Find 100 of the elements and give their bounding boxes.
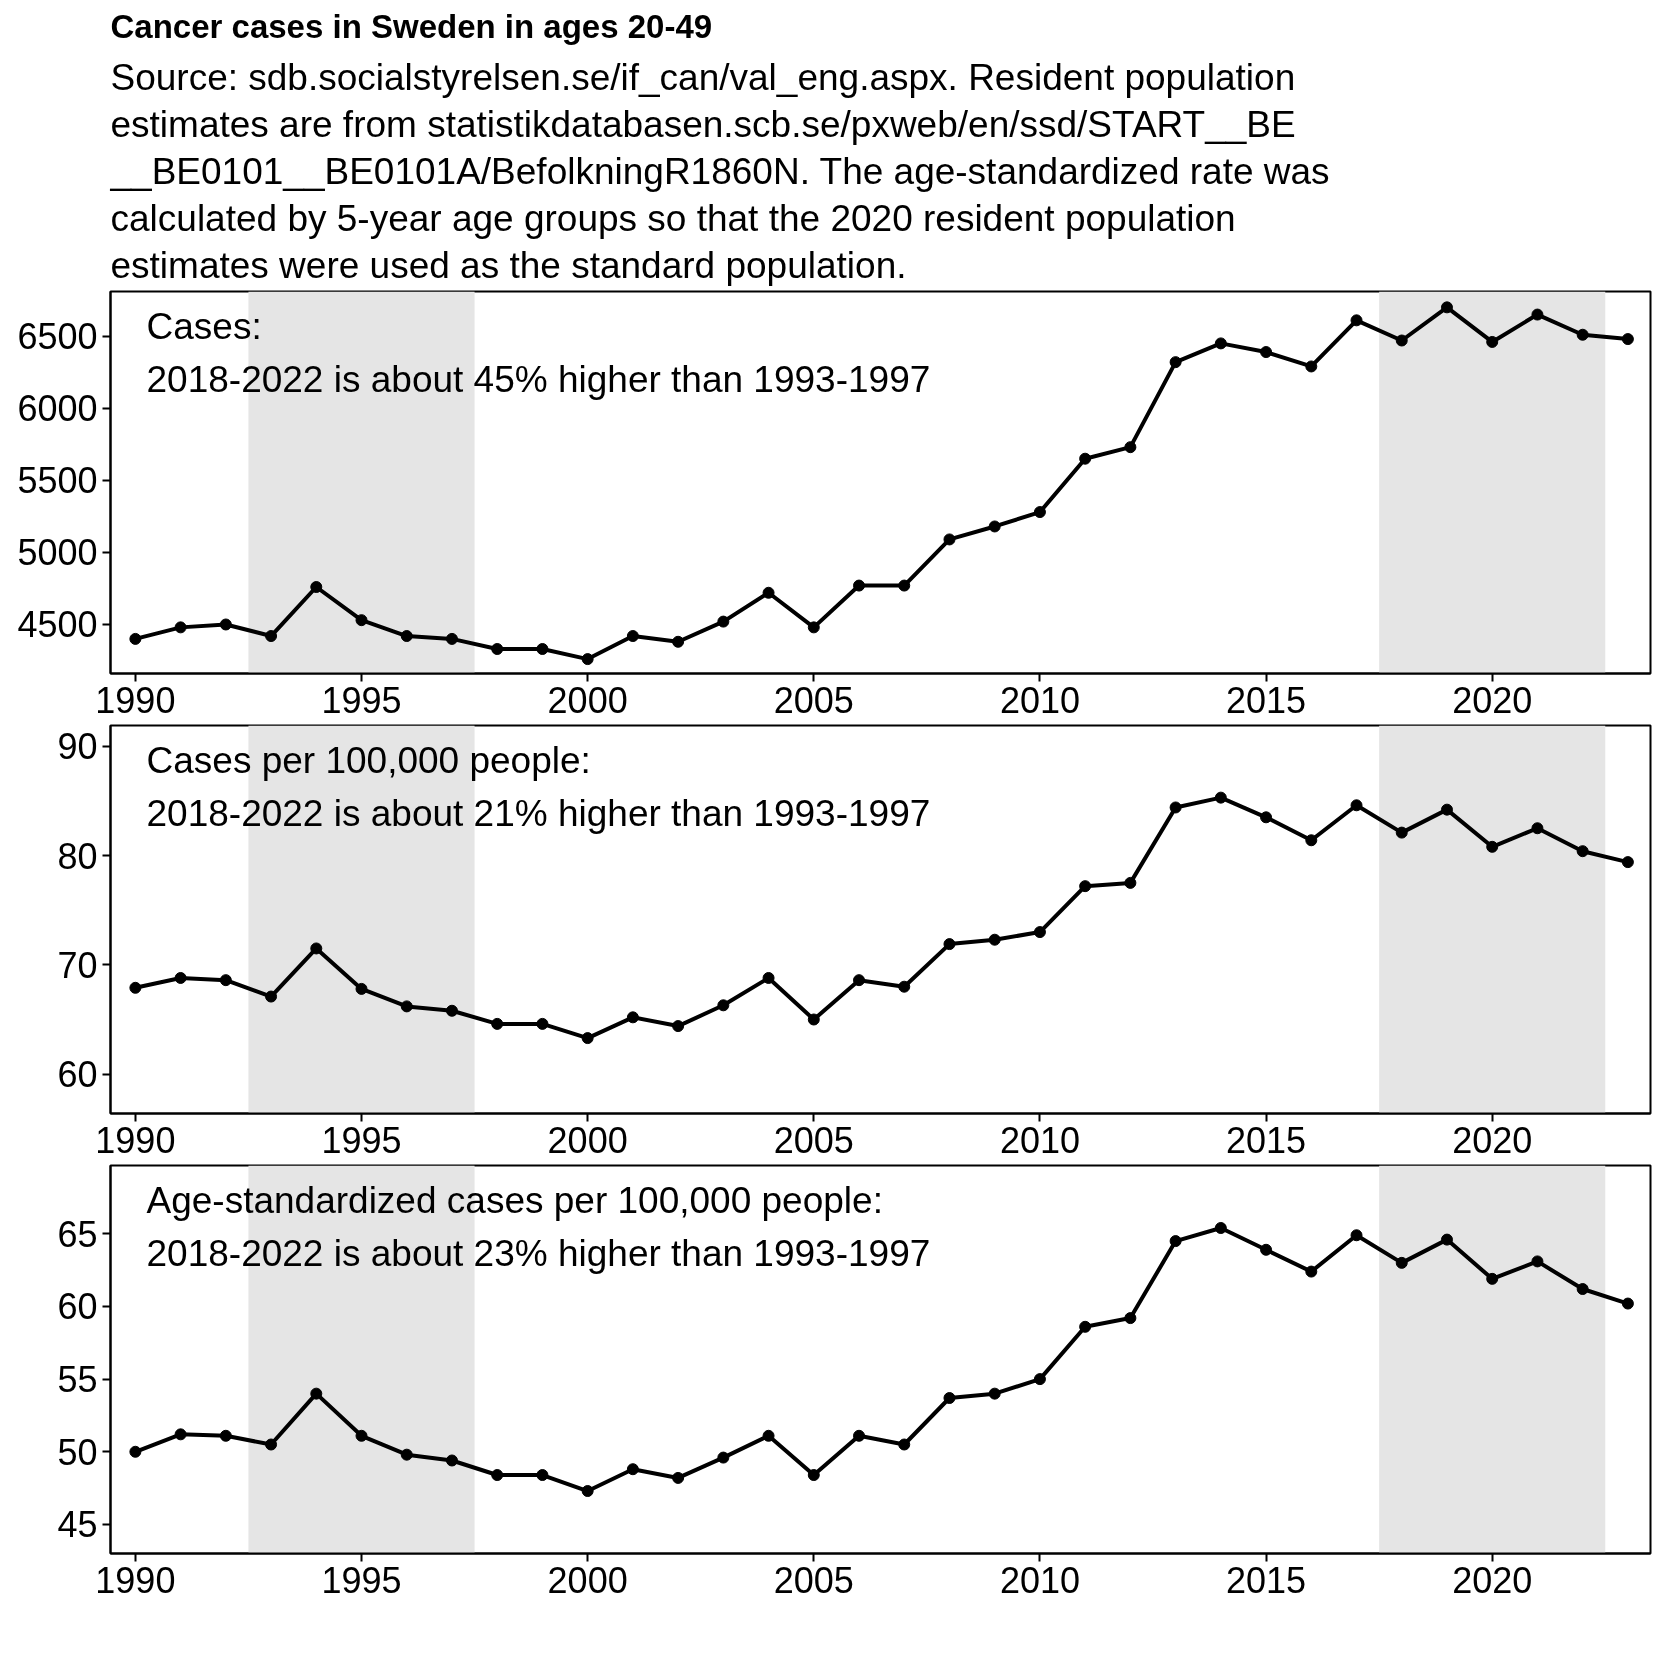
point <box>129 632 142 645</box>
point <box>174 971 187 984</box>
y-tick-label: 90 <box>57 726 98 768</box>
point <box>988 933 1001 946</box>
point <box>1350 1229 1363 1242</box>
point <box>1440 301 1453 314</box>
point <box>1576 845 1589 858</box>
point <box>1621 333 1634 346</box>
x-tick-label: 2020 <box>1452 1119 1533 1161</box>
point <box>1033 1373 1046 1386</box>
point <box>445 1454 458 1467</box>
point <box>174 1428 187 1441</box>
x-tick-label: 1990 <box>95 679 176 721</box>
point <box>129 981 142 994</box>
y-tick-label: 60 <box>57 1054 98 1096</box>
point <box>265 630 278 643</box>
point <box>355 1429 368 1442</box>
point <box>626 1463 639 1476</box>
point <box>219 974 232 987</box>
point <box>1124 441 1137 454</box>
point <box>1395 334 1408 347</box>
x-tick-label: 2020 <box>1452 1559 1533 1601</box>
point <box>626 1011 639 1024</box>
y-tick-label: 70 <box>57 944 98 986</box>
point <box>807 621 820 634</box>
point <box>1260 1243 1273 1256</box>
point <box>898 980 911 993</box>
y-tick-label: 6500 <box>17 316 98 358</box>
x-tick-label: 1990 <box>95 1559 176 1601</box>
x-tick-label: 2020 <box>1452 679 1533 721</box>
point <box>1395 1256 1408 1269</box>
point <box>1395 826 1408 839</box>
y-tick-label: 6000 <box>17 388 98 430</box>
point <box>1486 1272 1499 1285</box>
point <box>310 1387 323 1400</box>
point <box>943 938 956 951</box>
point <box>853 1429 866 1442</box>
point <box>536 1469 549 1482</box>
point <box>717 999 730 1012</box>
point <box>943 1392 956 1404</box>
x-tick-label: 2010 <box>999 1559 1080 1601</box>
x-tick-label: 2005 <box>773 1119 854 1161</box>
point <box>1486 840 1499 853</box>
point <box>1214 337 1227 350</box>
x-tick-label: 2000 <box>547 1559 628 1601</box>
x-tick-label: 1995 <box>321 1119 402 1161</box>
point <box>988 1387 1001 1400</box>
annotation: Age-standardized cases per 100,000 people: 2018-2022 is about 23% higher than 1993-1997 <box>146 1179 931 1274</box>
point <box>1124 876 1137 889</box>
y-tick-label: 80 <box>57 835 98 877</box>
point <box>581 653 594 666</box>
y-tick-label: 50 <box>57 1431 98 1473</box>
point <box>400 630 413 643</box>
point <box>1350 314 1363 327</box>
x-tick-label: 2010 <box>999 1119 1080 1161</box>
point <box>491 1469 504 1482</box>
point <box>1440 803 1453 816</box>
point <box>1169 1235 1182 1248</box>
point <box>807 1013 820 1026</box>
point <box>400 1000 413 1013</box>
point <box>219 1429 232 1442</box>
point <box>400 1448 413 1461</box>
point <box>1350 799 1363 812</box>
chart-subtitle: Source: sdb.socialstyrelsen.se/if_can/val_eng.aspx. Resident population estimates are from statistikdatabasen.scb.se/pxweb/en/ssd/START__BE __BE0101__BE0101A/BefolkningR1860N. The age-standardized rate was calculated by 5-year age groups so that the 2020 resident population estimates were used as the standard population. <box>109 56 1330 287</box>
point <box>1486 335 1499 348</box>
point <box>265 1438 278 1451</box>
y-tick-label: 65 <box>57 1213 98 1255</box>
point <box>762 1429 775 1442</box>
point <box>1440 1233 1453 1246</box>
point <box>717 615 730 628</box>
point <box>1079 1320 1092 1333</box>
point <box>807 1469 820 1482</box>
point <box>310 581 323 593</box>
annotation: Cases per 100,000 people: 2018-2022 is about 21% higher than 1993-1997 <box>146 739 931 834</box>
x-tick-label: 1995 <box>321 1559 402 1601</box>
point <box>1124 1312 1137 1325</box>
point <box>672 1471 685 1484</box>
point <box>1621 856 1634 869</box>
x-tick-label: 2015 <box>1226 679 1307 721</box>
x-tick-label: 1995 <box>321 679 402 721</box>
point <box>174 621 187 634</box>
point <box>1033 926 1046 939</box>
point <box>943 533 956 546</box>
y-tick-label: 45 <box>57 1504 98 1546</box>
point <box>762 586 775 599</box>
point <box>310 942 323 955</box>
point <box>898 579 911 592</box>
point <box>898 1438 911 1451</box>
point <box>581 1485 594 1497</box>
point <box>1079 452 1092 465</box>
point <box>853 579 866 592</box>
x-tick-label: 1990 <box>95 1119 176 1161</box>
x-tick-label: 2005 <box>773 679 854 721</box>
point <box>1576 328 1589 341</box>
point <box>445 632 458 645</box>
point <box>1214 1222 1227 1234</box>
point <box>1260 346 1273 359</box>
point <box>1576 1283 1589 1296</box>
point <box>1169 356 1182 369</box>
x-tick-label: 2015 <box>1226 1119 1307 1161</box>
